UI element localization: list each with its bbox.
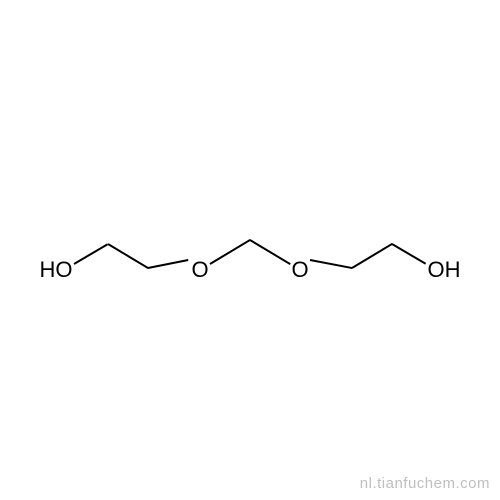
atom-label-o2: O — [291, 257, 308, 283]
bond — [310, 259, 352, 269]
atom-label-o1: O — [191, 257, 208, 283]
atom-label-oh-right: OH — [428, 257, 461, 283]
bond — [209, 239, 250, 265]
atom-label-oh-left: HO — [40, 257, 73, 283]
watermark-text: nl.tianfuchem.com — [360, 475, 490, 492]
bond — [391, 243, 426, 265]
bond — [73, 243, 108, 265]
bond — [351, 243, 392, 269]
molecule-canvas: HO O O OH nl.tianfuchem.com — [0, 0, 500, 500]
bond — [107, 243, 148, 269]
bond — [148, 259, 188, 269]
bond — [249, 239, 290, 265]
